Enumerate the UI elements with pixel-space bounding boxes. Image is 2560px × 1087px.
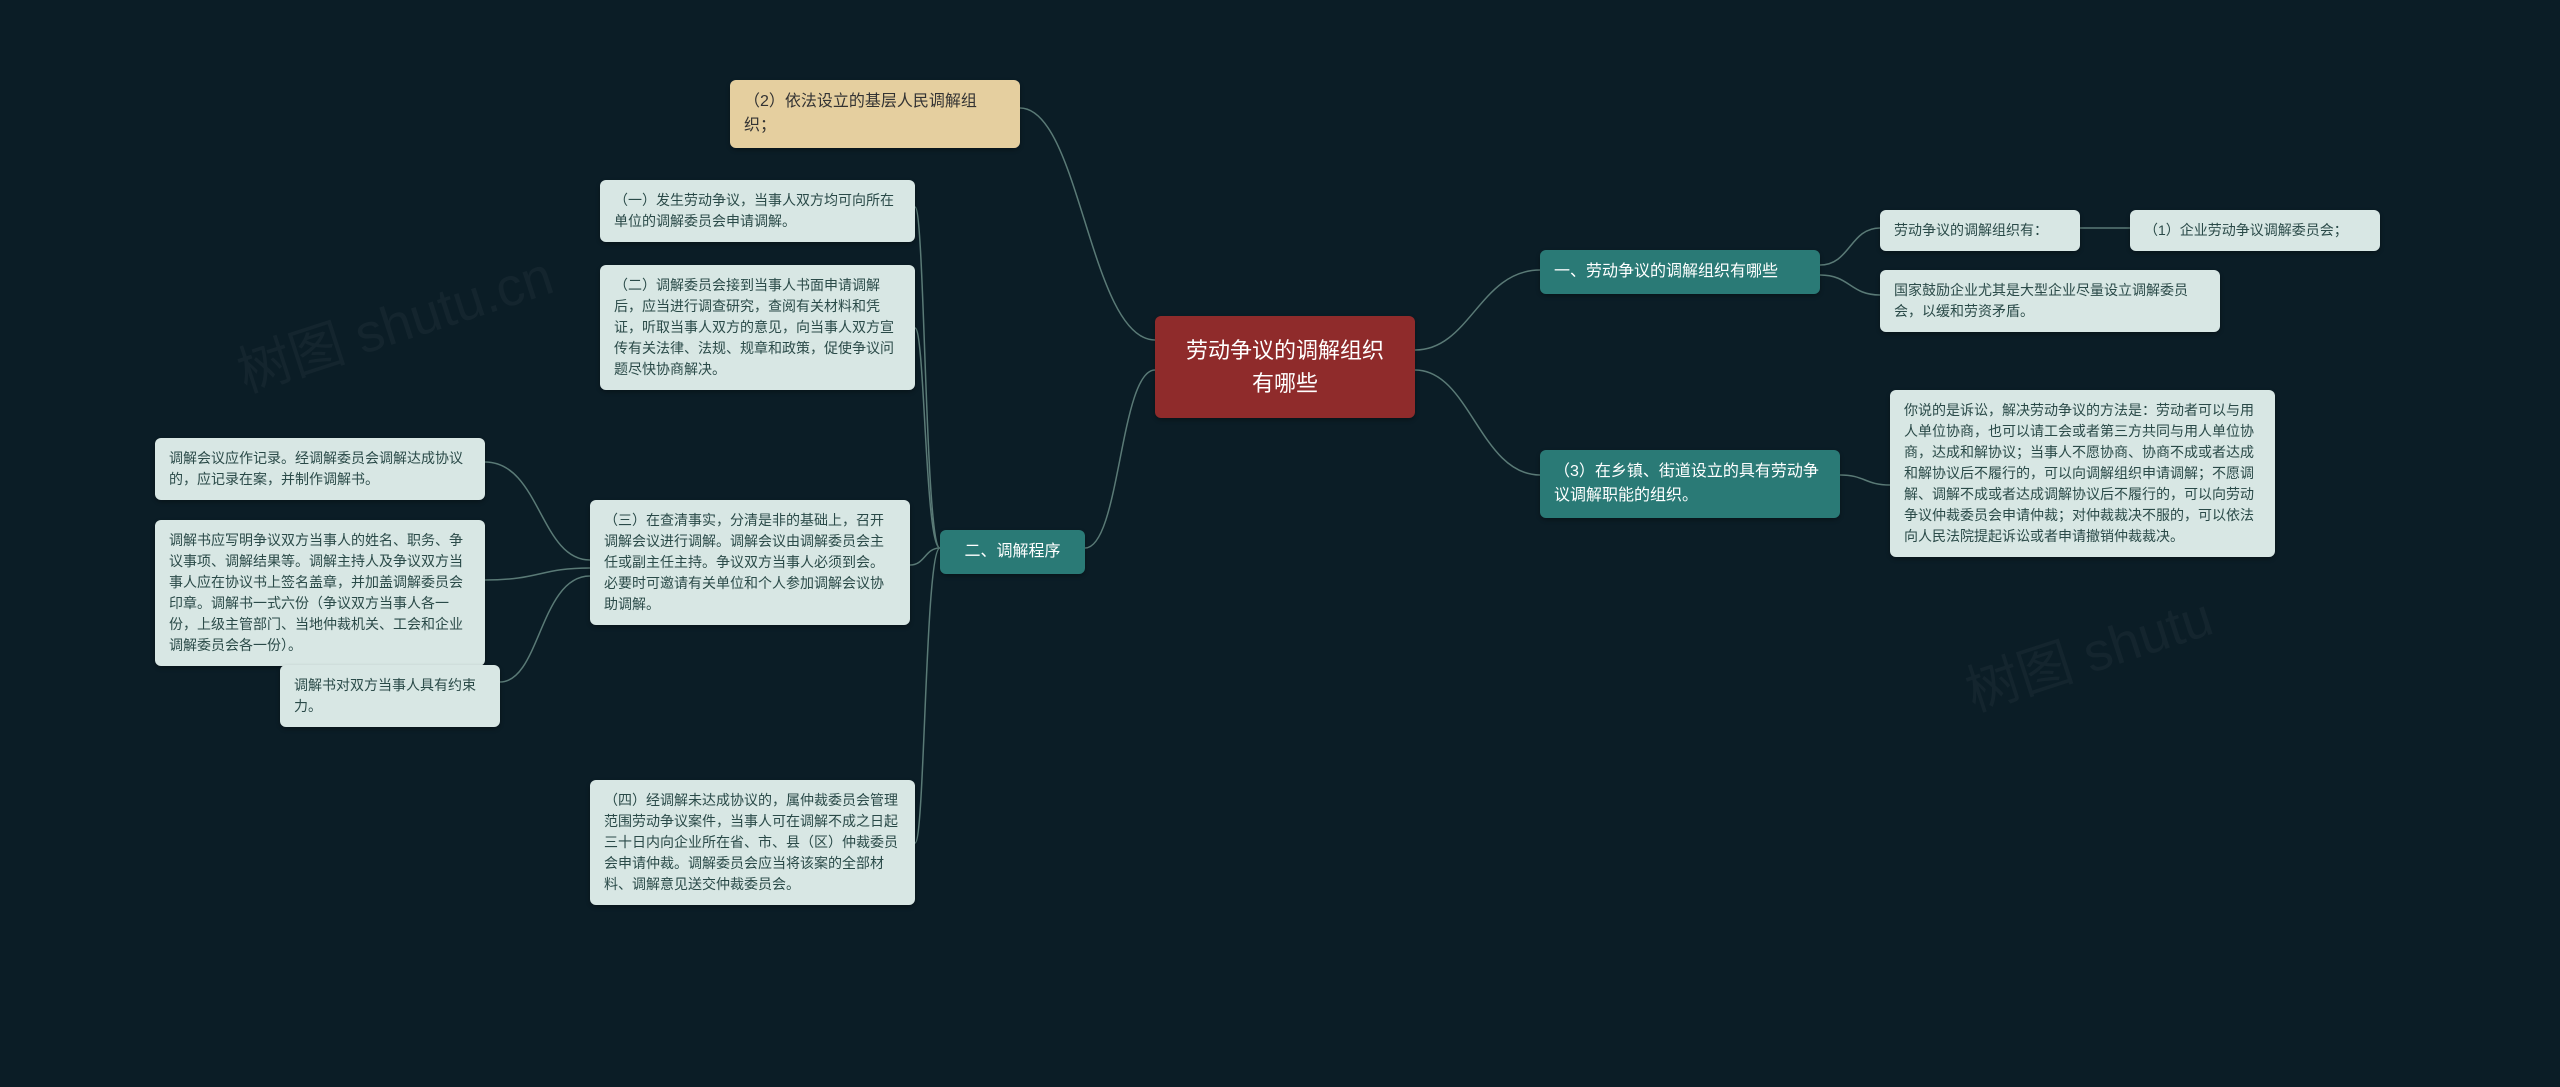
left-b2-leaf3a: 调解会议应作记录。经调解委员会调解达成协议的，应记录在案，并制作调解书。 [155, 438, 485, 500]
left-b2-leaf3b-text: 调解书应写明争议双方当事人的姓名、职务、争议事项、调解结果等。调解主持人及争议双… [169, 532, 463, 653]
right-b2-leaf1: 你说的是诉讼，解决劳动争议的方法是：劳动者可以与用人单位协商，也可以请工会或者第… [1890, 390, 2275, 557]
left-b2-leaf2: （二）调解委员会接到当事人书面申请调解后，应当进行调查研究，查阅有关材料和凭证，… [600, 265, 915, 390]
right-b2-leaf1-text: 你说的是诉讼，解决劳动争议的方法是：劳动者可以与用人单位协商，也可以请工会或者第… [1904, 402, 2254, 544]
left-branch-1: （2）依法设立的基层人民调解组织； [730, 80, 1020, 148]
root-node: 劳动争议的调解组织有哪些 [1155, 316, 1415, 418]
watermark-1-text: 树图 shutu.cn [230, 246, 560, 404]
left-b2-leaf3a-text: 调解会议应作记录。经调解委员会调解达成协议的，应记录在案，并制作调解书。 [169, 450, 463, 487]
right-b1-leaf2: 国家鼓励企业尤其是大型企业尽量设立调解委员会，以缓和劳资矛盾。 [1880, 270, 2220, 332]
left-b2-leaf3: （三）在查清事实，分清是非的基础上，召开调解会议进行调解。调解会议由调解委员会主… [590, 500, 910, 625]
right-branch-2: （3）在乡镇、街道设立的具有劳动争议调解职能的组织。 [1540, 450, 1840, 518]
watermark-2-text: 树图 shutu [1959, 587, 2220, 723]
left-b2-leaf3b: 调解书应写明争议双方当事人的姓名、职务、争议事项、调解结果等。调解主持人及争议双… [155, 520, 485, 666]
right-branch-2-text: （3）在乡镇、街道设立的具有劳动争议调解职能的组织。 [1554, 463, 1819, 504]
root-text: 劳动争议的调解组织有哪些 [1186, 338, 1384, 396]
right-branch-1: 一、劳动争议的调解组织有哪些 [1540, 250, 1820, 294]
left-b2-leaf1: （一）发生劳动争议，当事人双方均可向所在单位的调解委员会申请调解。 [600, 180, 915, 242]
right-b1-leaf1a-text: （1）企业劳动争议调解委员会； [2144, 222, 2348, 238]
right-b1-leaf1: 劳动争议的调解组织有： [1880, 210, 2080, 251]
right-branch-1-text: 一、劳动争议的调解组织有哪些 [1554, 263, 1778, 280]
right-b1-leaf2-text: 国家鼓励企业尤其是大型企业尽量设立调解委员会，以缓和劳资矛盾。 [1894, 282, 2188, 319]
right-b1-leaf1a: （1）企业劳动争议调解委员会； [2130, 210, 2380, 251]
left-branch-2-text: 二、调解程序 [964, 543, 1060, 560]
left-b2-leaf2-text: （二）调解委员会接到当事人书面申请调解后，应当进行调查研究，查阅有关材料和凭证，… [614, 277, 894, 377]
left-b2-leaf4: （四）经调解未达成协议的，属仲裁委员会管理范围劳动争议案件，当事人可在调解不成之… [590, 780, 915, 905]
left-branch-1-text: （2）依法设立的基层人民调解组织； [744, 93, 977, 134]
watermark-1: 树图 shutu.cn [226, 231, 562, 407]
left-b2-leaf4-text: （四）经调解未达成协议的，属仲裁委员会管理范围劳动争议案件，当事人可在调解不成之… [604, 792, 898, 892]
right-b1-leaf1-text: 劳动争议的调解组织有： [1894, 222, 2048, 238]
left-b2-leaf3-text: （三）在查清事实，分清是非的基础上，召开调解会议进行调解。调解会议由调解委员会主… [604, 512, 884, 612]
left-b2-leaf3c: 调解书对双方当事人具有约束力。 [280, 665, 500, 727]
left-b2-leaf1-text: （一）发生劳动争议，当事人双方均可向所在单位的调解委员会申请调解。 [614, 192, 894, 229]
left-branch-2: 二、调解程序 [940, 530, 1085, 574]
watermark-2: 树图 shutu [1954, 573, 2221, 727]
left-b2-leaf3c-text: 调解书对双方当事人具有约束力。 [294, 677, 476, 714]
